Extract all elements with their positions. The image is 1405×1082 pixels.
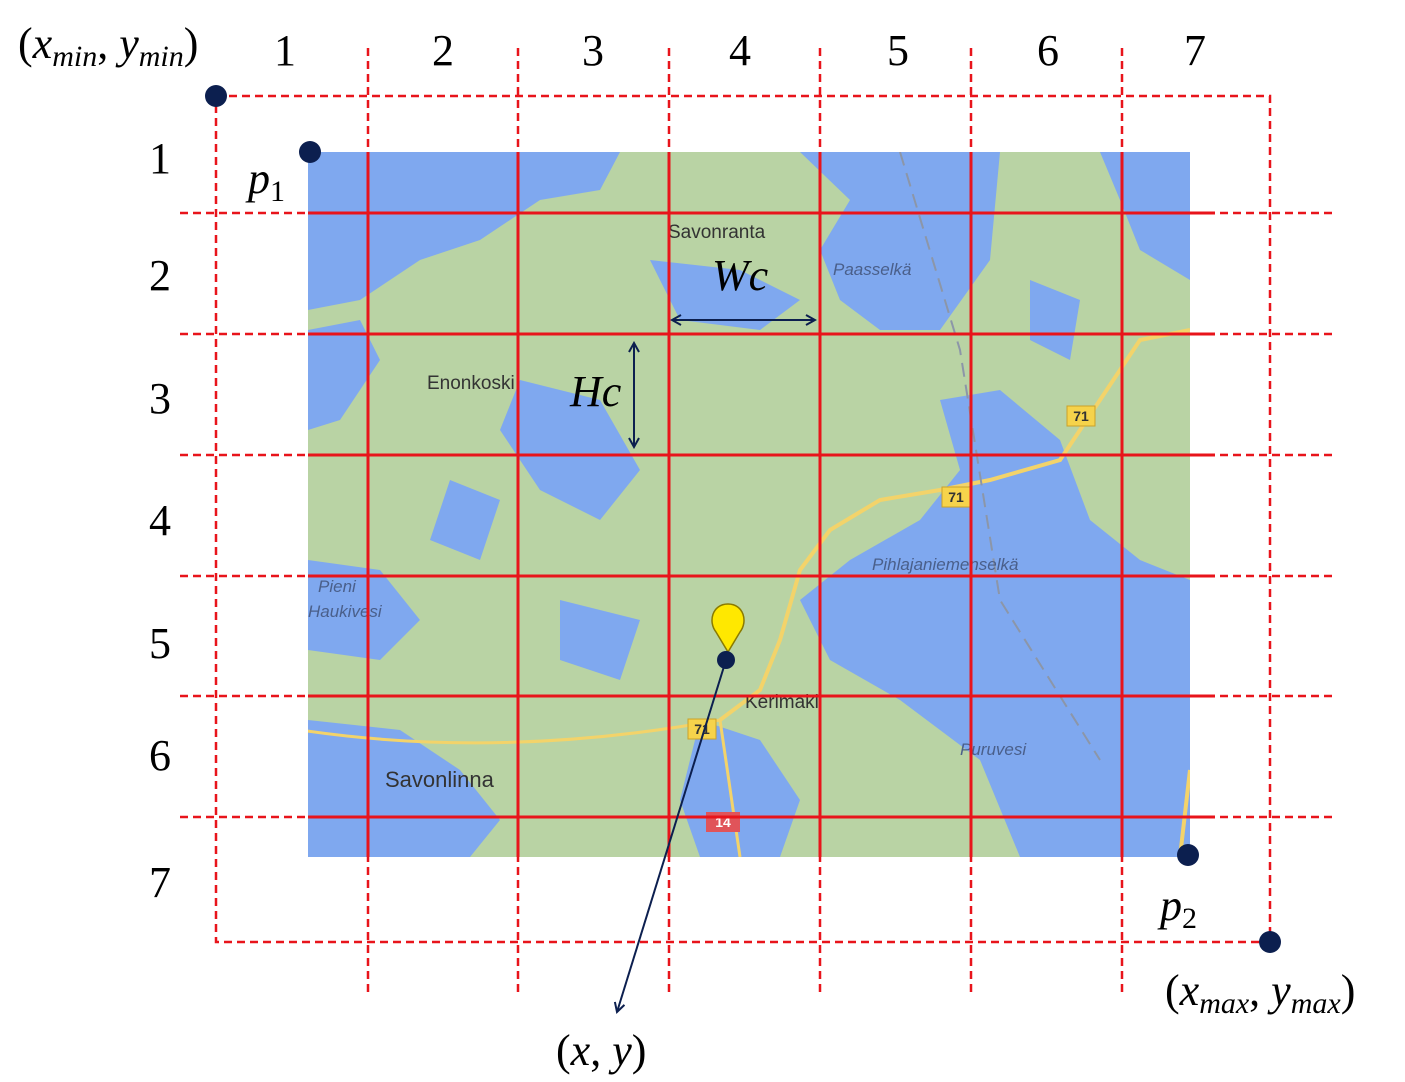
row-label: 5 [149, 619, 171, 668]
label-part: max [1199, 987, 1250, 1020]
label-part: ( [556, 1026, 571, 1075]
label-part: ) [184, 19, 199, 68]
place-label: Savonlinna [385, 767, 495, 792]
label-part: max [1291, 987, 1342, 1020]
column-label: 6 [1037, 26, 1059, 75]
label-part: ( [18, 19, 33, 68]
water-label: Pihlajaniemenselkä [872, 555, 1018, 574]
row-label: 6 [149, 731, 171, 780]
diagram: 71 71 71 14 Savonranta Paasselkä Enonkos… [0, 0, 1405, 1082]
row-label: 4 [149, 496, 171, 545]
label-part: min [52, 40, 97, 73]
label-part: ( [1165, 966, 1180, 1015]
column-label: 3 [582, 26, 604, 75]
road-sign-label: 71 [948, 489, 964, 505]
p2-point [1177, 844, 1199, 866]
cell-height-label: Hc [569, 367, 622, 416]
row-label: 7 [149, 858, 171, 907]
column-label: 2 [432, 26, 454, 75]
min-corner-label: (xmin, ymin) [18, 19, 198, 73]
cell-width-label: Wc [712, 251, 769, 300]
label-part: p [1157, 881, 1182, 930]
place-label: Enonkoski [427, 373, 515, 394]
label-part: min [139, 40, 184, 73]
corner-point [1259, 931, 1281, 953]
water-label: Haukivesi [308, 602, 383, 621]
label-part: , [97, 19, 119, 68]
road-sign-label: 71 [1073, 408, 1089, 424]
label-part: y [608, 1026, 632, 1075]
label-part: 1 [270, 175, 285, 208]
label-part: y [115, 19, 139, 68]
label-part: , [590, 1026, 612, 1075]
label-part: y [1267, 966, 1291, 1015]
column-label: 5 [887, 26, 909, 75]
p2-label: p2 [1157, 881, 1197, 935]
column-label: 7 [1184, 26, 1206, 75]
label-part: ) [632, 1026, 647, 1075]
point-label: (x, y) [556, 1026, 646, 1075]
max-corner-label: (xmax, ymax) [1165, 966, 1355, 1020]
label-part: x [1179, 966, 1200, 1015]
row-label: 2 [149, 251, 171, 300]
column-label: 1 [274, 26, 296, 75]
label-part: p [245, 154, 270, 203]
label-part: , [1249, 966, 1271, 1015]
row-label: 3 [149, 374, 171, 423]
label-part: x [32, 19, 53, 68]
column-label: 4 [729, 26, 751, 75]
corner-point [205, 85, 227, 107]
p1-label: p1 [245, 154, 285, 208]
p1-point [299, 141, 321, 163]
water-label: Paasselkä [833, 260, 911, 279]
label-part: x [570, 1026, 591, 1075]
label-part: 2 [1182, 902, 1197, 935]
water-label: Pieni [318, 577, 357, 596]
row-label: 1 [149, 134, 171, 183]
location-point [717, 651, 735, 669]
place-label: Savonranta [668, 222, 766, 243]
label-part: ) [1341, 966, 1356, 1015]
